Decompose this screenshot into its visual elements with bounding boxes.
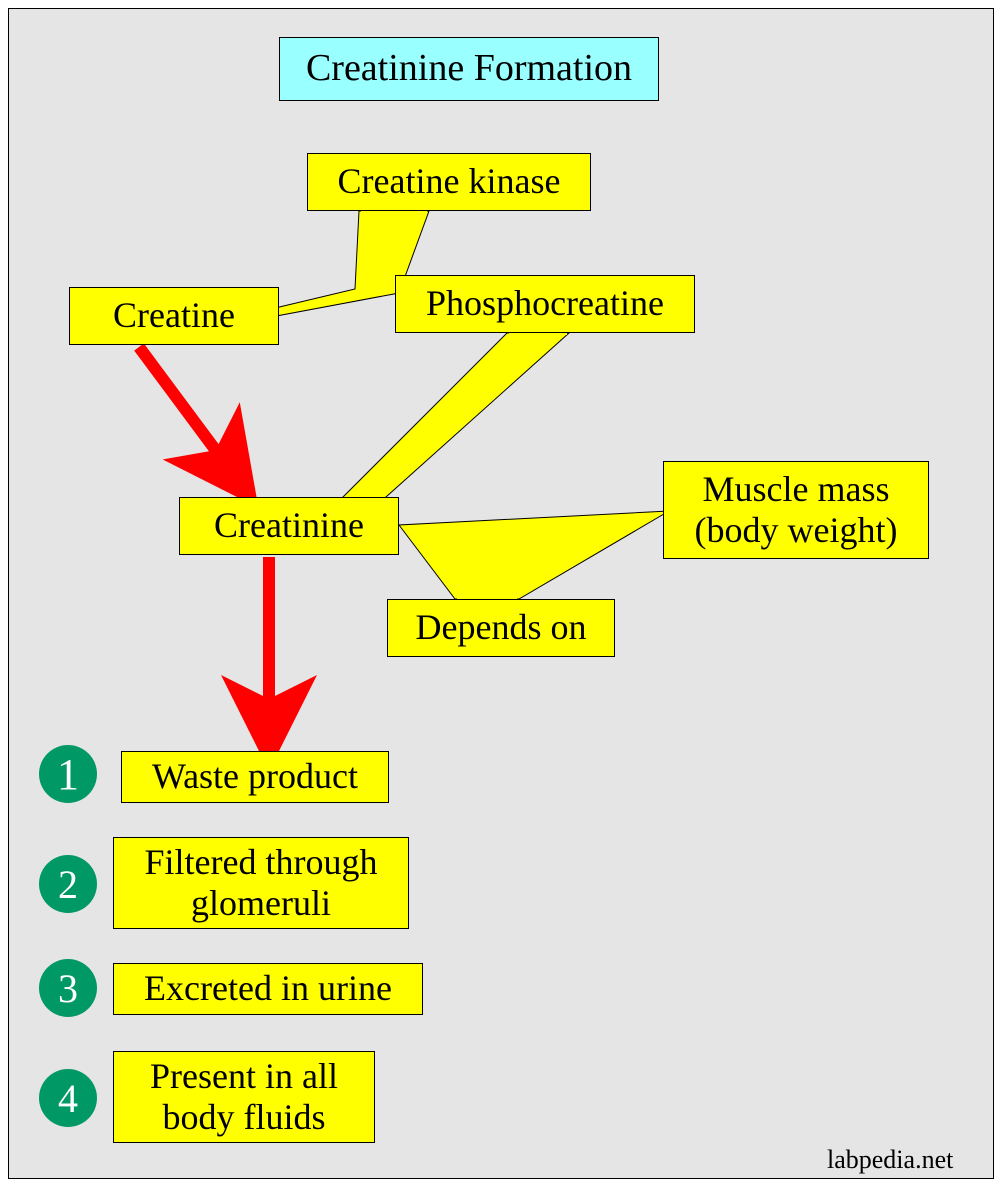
attribution-text: labpedia.net [827,1145,953,1175]
callout-depends-on [399,511,669,599]
step-number-1: 1 [39,745,97,803]
node-excreted-urine: Excreted in urine [113,963,423,1015]
node-creatine: Creatine [69,287,279,345]
callout-phosphocreatine [339,333,569,505]
diagram-canvas: Creatinine Formation Creatine kinase Cre… [8,8,994,1179]
arrow-creatine-to-creatinine [139,347,237,479]
node-filtered-glomeruli: Filtered through glomeruli [113,837,409,929]
node-phosphocreatine: Phosphocreatine [395,275,695,333]
node-waste-product: Waste product [121,751,389,803]
node-muscle-mass: Muscle mass (body weight) [663,461,929,559]
step-number-2: 2 [39,855,97,913]
node-creatinine: Creatinine [179,497,399,555]
step-number-3: 3 [39,959,97,1017]
node-present-body-fluids: Present in all body fluids [113,1051,375,1143]
node-depends-on: Depends on [387,599,615,657]
step-number-4: 4 [39,1069,97,1127]
node-creatine-kinase: Creatine kinase [307,153,591,211]
title-box: Creatinine Formation [279,37,659,101]
